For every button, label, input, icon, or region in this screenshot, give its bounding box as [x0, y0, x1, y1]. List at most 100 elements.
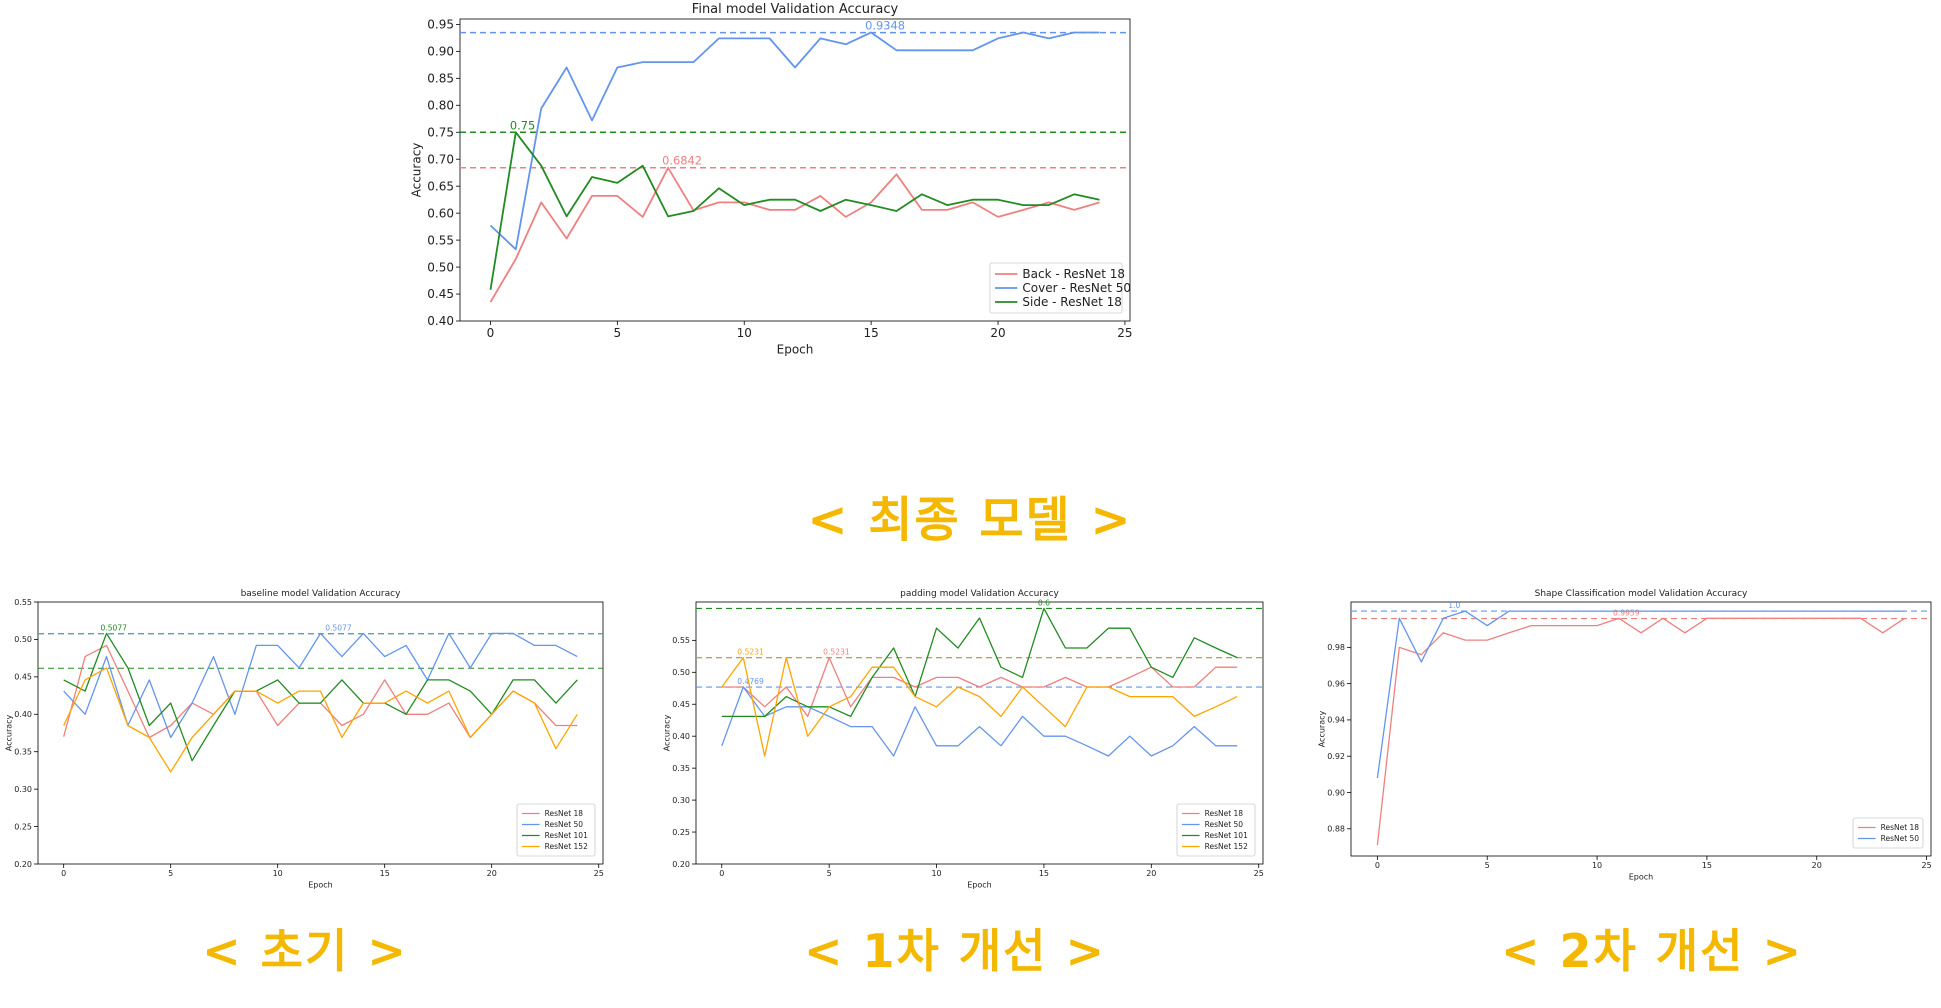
baseline-y-tick-label: 0.45: [14, 673, 32, 682]
padding-chart-title: padding model Validation Accuracy: [900, 589, 1059, 599]
padding-legend-label: ResNet 18: [1205, 809, 1244, 818]
shape-x-tick-label: 0: [1375, 861, 1380, 870]
padding-reference-label: 0.4769: [737, 677, 764, 686]
shape-x-tick-label: 10: [1592, 861, 1602, 870]
padding-y-tick-label: 0.25: [672, 828, 690, 837]
padding-x-tick-label: 25: [1254, 869, 1264, 878]
shape-y-axis-label: Accuracy: [1318, 710, 1327, 747]
final-reference-label: 0.9348: [865, 19, 905, 33]
padding-y-tick-label: 0.40: [672, 732, 690, 741]
padding-y-tick-label: 0.30: [672, 796, 690, 805]
final-y-tick-label: 0.85: [427, 72, 454, 86]
baseline-legend-label: ResNet 18: [545, 809, 584, 818]
padding-y-tick-label: 0.45: [672, 700, 690, 709]
final-y-tick-label: 0.70: [427, 152, 454, 166]
baseline-legend-label: ResNet 50: [545, 820, 584, 829]
baseline-y-tick-label: 0.50: [14, 635, 32, 644]
baseline-x-tick-label: 15: [380, 869, 390, 878]
shape-y-tick-label: 0.94: [1327, 716, 1345, 725]
baseline-x-tick-label: 20: [487, 869, 497, 878]
baseline-y-tick-label: 0.55: [14, 598, 32, 607]
baseline-legend-label: ResNet 152: [545, 842, 588, 851]
padding-reference-label: 0.5231: [823, 648, 850, 657]
padding-x-tick-label: 20: [1146, 869, 1156, 878]
final-series-line: [489, 131, 1100, 290]
padding-x-axis-label: Epoch: [967, 881, 992, 890]
padding-y-tick-label: 0.50: [672, 668, 690, 677]
padding-x-tick-label: 5: [827, 869, 832, 878]
padding-y-tick-label: 0.55: [672, 636, 690, 645]
padding-x-tick-label: 15: [1039, 869, 1049, 878]
baseline-x-tick-label: 5: [168, 869, 173, 878]
shape-series-line: [1376, 617, 1905, 846]
baseline-y-tick-label: 0.40: [14, 710, 32, 719]
shape-chart-title: Shape Classification model Validation Ac…: [1535, 589, 1748, 599]
baseline-y-tick-label: 0.20: [14, 860, 32, 869]
final-y-tick-label: 0.95: [427, 18, 454, 32]
baseline-legend-label: ResNet 101: [545, 831, 588, 840]
final-y-tick-label: 0.80: [427, 98, 454, 112]
final-y-tick-label: 0.45: [427, 287, 454, 301]
final-y-tick-label: 0.55: [427, 233, 454, 247]
final-x-tick-label: 20: [990, 326, 1005, 340]
caption-first-improvement: < 1차 개선 >: [803, 924, 1107, 978]
final-y-tick-label: 0.50: [427, 260, 454, 274]
baseline-accuracy-chart: baseline model Validation Accuracy 0 5 10 15…: [5, 589, 604, 890]
shape-y-tick-label: 0.98: [1327, 643, 1345, 652]
baseline-x-tick-label: 25: [594, 869, 604, 878]
baseline-plot-frame: [37, 601, 604, 865]
padding-legend-label: ResNet 101: [1205, 831, 1248, 840]
final-series-line: [489, 166, 1100, 303]
baseline-series-line: [63, 632, 578, 739]
final-plot-frame: [459, 18, 1131, 322]
baseline-y-tick-label: 0.25: [14, 822, 32, 831]
final-x-tick-label: 10: [737, 326, 752, 340]
final-x-tick-label: 5: [614, 326, 622, 340]
baseline-series-line: [63, 667, 578, 773]
caption-final-model: < 최종 모델 >: [807, 492, 1133, 548]
baseline-x-tick-label: 10: [273, 869, 283, 878]
padding-reference-label: 0.5231: [737, 648, 764, 657]
final-legend-label: Side - ResNet 18: [1022, 295, 1122, 309]
shape-legend-label: ResNet 50: [1881, 834, 1920, 843]
final-accuracy-chart: Final model Validation Accuracy 0 5 10 15 20 2…: [409, 2, 1132, 356]
baseline-y-tick-label: 0.35: [14, 748, 32, 757]
padding-y-tick-label: 0.35: [672, 764, 690, 773]
shape-y-tick-label: 0.90: [1327, 788, 1345, 797]
padding-series-line: [721, 607, 1238, 718]
padding-y-axis-label: Accuracy: [663, 714, 672, 751]
shape-x-tick-label: 5: [1485, 861, 1490, 870]
padding-x-tick-label: 0: [719, 869, 724, 878]
caption-baseline: < 초기 >: [202, 924, 408, 978]
shape-x-axis-label: Epoch: [1629, 873, 1654, 882]
shape-legend-label: ResNet 18: [1881, 823, 1920, 832]
final-y-tick-label: 0.40: [427, 314, 454, 328]
final-x-tick-label: 15: [863, 326, 878, 340]
shape-accuracy-chart: Shape Classification model Validation Ac…: [1318, 589, 1932, 882]
shape-x-tick-label: 15: [1702, 861, 1712, 870]
final-x-tick-label: 0: [487, 326, 495, 340]
final-x-axis-label: Epoch: [777, 342, 814, 356]
final-y-axis-label: Accuracy: [409, 143, 423, 198]
padding-series-line: [721, 656, 1238, 757]
final-y-tick-label: 0.90: [427, 45, 454, 59]
baseline-y-tick-label: 0.30: [14, 785, 32, 794]
final-y-tick-label: 0.60: [427, 206, 454, 220]
final-series-line: [489, 31, 1100, 251]
baseline-legend: [516, 803, 596, 857]
final-y-tick-label: 0.75: [427, 125, 454, 139]
baseline-x-tick-label: 0: [61, 869, 66, 878]
final-reference-label: 0.6842: [662, 154, 702, 168]
padding-legend: [1176, 803, 1256, 857]
shape-series-line: [1376, 610, 1905, 779]
final-y-tick-label: 0.65: [427, 179, 454, 193]
baseline-reference-label: 0.5077: [325, 624, 352, 633]
caption-second-improvement: < 2차 개선 >: [1500, 924, 1804, 978]
shape-y-tick-label: 0.96: [1327, 679, 1345, 688]
padding-reference-label: 0.6: [1038, 598, 1050, 607]
padding-legend-label: ResNet 152: [1205, 842, 1248, 851]
shape-reference-label: 0.9959: [1613, 609, 1640, 618]
padding-accuracy-chart: padding model Validation Accuracy 0 5 10 15 2…: [663, 589, 1264, 890]
shape-plot-frame: [1350, 601, 1932, 857]
shape-x-tick-label: 20: [1812, 861, 1822, 870]
